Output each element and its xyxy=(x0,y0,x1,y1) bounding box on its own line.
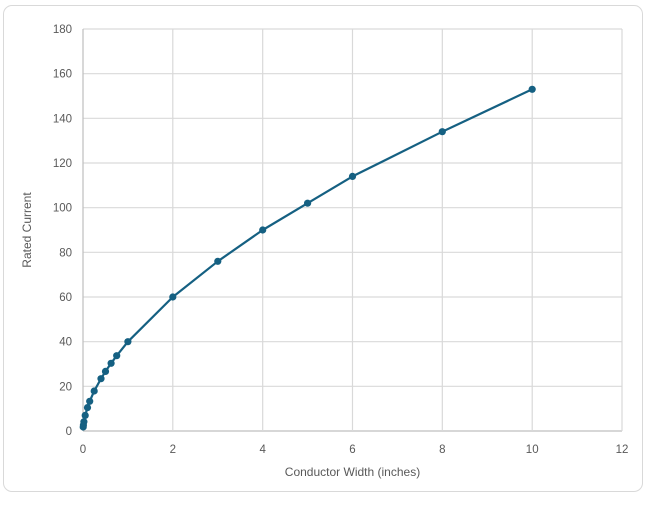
x-tick-label: 6 xyxy=(349,444,355,456)
data-point[interactable] xyxy=(81,411,89,419)
data-point[interactable] xyxy=(169,293,177,301)
data-point[interactable] xyxy=(124,338,132,346)
data-point[interactable] xyxy=(83,404,92,412)
y-tick-label: 20 xyxy=(59,381,72,393)
y-tick-label: 160 xyxy=(53,69,72,81)
x-tick-label: 0 xyxy=(80,444,86,456)
data-point[interactable] xyxy=(101,367,110,375)
x-tick-label: 12 xyxy=(616,444,629,456)
data-point[interactable] xyxy=(528,85,536,93)
y-tick-label: 180 xyxy=(53,24,72,36)
x-axis-title: Conductor Width (inches) xyxy=(284,465,421,479)
x-tick-label: 2 xyxy=(170,444,176,456)
y-tick-label: 60 xyxy=(59,292,72,304)
data-point[interactable] xyxy=(97,375,105,383)
data-point[interactable] xyxy=(304,199,312,207)
series-line xyxy=(82,88,534,429)
x-tick-label: 8 xyxy=(439,444,445,456)
y-axis-title: Rated Current xyxy=(20,192,34,268)
data-point[interactable] xyxy=(438,128,446,136)
data-point[interactable] xyxy=(348,172,357,180)
data-point[interactable] xyxy=(90,387,98,395)
y-tick-label: 80 xyxy=(59,247,72,259)
y-tick-label: 40 xyxy=(59,337,72,349)
data-point[interactable] xyxy=(80,418,88,426)
x-tick-label: 10 xyxy=(526,444,539,456)
y-tick-label: 100 xyxy=(53,203,72,215)
data-point[interactable] xyxy=(113,352,121,360)
plot-area: 0 20 40 60 80 100 120 140 160 180 0 2 4 6 8 10 12 xyxy=(53,24,629,456)
data-point[interactable] xyxy=(214,257,222,265)
y-tick-label: 0 xyxy=(66,426,72,438)
x-tick-label: 4 xyxy=(259,444,266,456)
data-point[interactable] xyxy=(107,359,115,367)
data-point[interactable] xyxy=(86,397,94,405)
y-tick-label: 120 xyxy=(53,158,72,170)
chart-container[interactable]: 0 20 40 60 80 100 120 140 160 180 0 2 4 6 8 10 12 Rated … xyxy=(3,5,643,492)
y-tick-label: 140 xyxy=(53,113,72,125)
data-point[interactable] xyxy=(259,226,267,234)
